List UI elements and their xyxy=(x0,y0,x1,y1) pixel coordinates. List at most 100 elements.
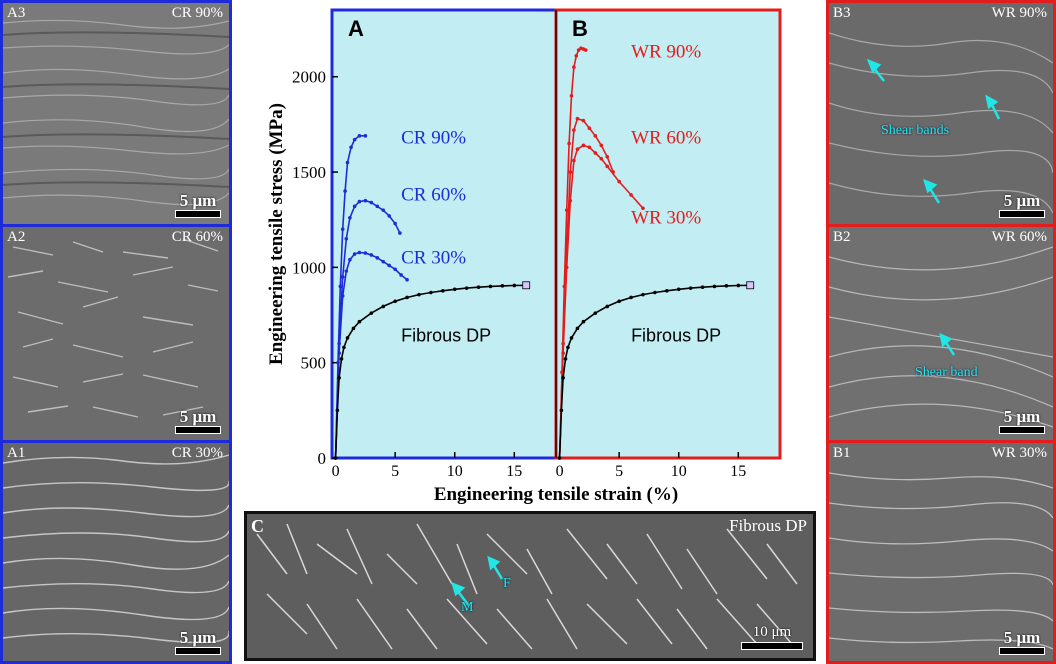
x-tick-label: 15 xyxy=(730,463,746,480)
data-point xyxy=(340,294,345,298)
data-point xyxy=(405,277,409,282)
curve-label: CR 30% xyxy=(401,248,466,269)
subplot-b: 0 5 10 15 B WR 90% WR 60% WR 30% Fibrous DP xyxy=(556,16,755,480)
y-axis-label: Engineering tensile stress (MPa) xyxy=(266,103,287,365)
right-micrograph-column: B3 WR 90% Shear bands 5 μm B2 WR 60% She… xyxy=(826,0,1056,664)
data-point xyxy=(567,141,571,146)
data-point xyxy=(599,143,604,148)
data-point xyxy=(572,158,576,163)
data-point xyxy=(700,285,705,289)
scale-bar-label: 10 μm xyxy=(752,624,792,640)
data-point xyxy=(417,292,421,297)
plot-background-0 xyxy=(332,10,556,458)
data-point xyxy=(712,284,717,289)
scale-bar: 5 μm xyxy=(175,192,221,218)
arrow-icon xyxy=(939,332,956,356)
scale-bar-label: 5 μm xyxy=(1003,628,1041,647)
data-point xyxy=(568,170,573,174)
data-point xyxy=(393,299,397,304)
curve-label: Fibrous DP xyxy=(631,326,721,346)
panel-label: B1 xyxy=(833,445,851,461)
micrograph-texture xyxy=(256,523,798,650)
data-point xyxy=(348,215,352,220)
x-tick-label: 15 xyxy=(506,463,522,480)
data-point xyxy=(339,357,344,361)
data-point xyxy=(381,304,386,309)
data-point xyxy=(398,231,402,235)
series-line-cr-90- xyxy=(334,135,366,459)
data-point xyxy=(629,295,633,300)
scale-bar-line xyxy=(175,210,221,218)
panel-label: A3 xyxy=(7,5,26,21)
y-tick-label: 500 xyxy=(301,354,327,373)
data-point xyxy=(452,287,457,292)
y-tick-label: 2000 xyxy=(292,68,326,87)
scale-bar-label: 5 μm xyxy=(179,407,217,426)
x-tick-label: 5 xyxy=(391,463,399,480)
data-point xyxy=(333,456,338,460)
data-point xyxy=(352,204,357,209)
data-point xyxy=(676,287,681,292)
micrograph-c: C Fibrous DP M F 10 μm xyxy=(244,511,816,661)
data-point xyxy=(369,200,374,205)
y-tick-label: 1500 xyxy=(292,163,326,182)
panel-label: B3 xyxy=(833,5,851,21)
data-point xyxy=(564,265,569,270)
data-point xyxy=(337,376,341,380)
data-point xyxy=(629,193,633,197)
data-point xyxy=(575,326,580,331)
scale-bar: 5 μm xyxy=(999,629,1045,655)
x-tick-label: 10 xyxy=(447,463,463,480)
data-point xyxy=(441,289,445,293)
x-tick-label: 0 xyxy=(332,463,340,480)
series-line-fibrous-dp xyxy=(334,284,527,459)
arrow-icon xyxy=(866,58,1001,204)
data-point xyxy=(352,252,357,256)
fracture-marker xyxy=(522,281,531,290)
micrograph-texture xyxy=(3,454,229,644)
data-point xyxy=(599,156,604,161)
data-point xyxy=(351,326,356,331)
subplot-letter: B xyxy=(572,16,588,41)
data-point xyxy=(476,285,481,289)
data-point xyxy=(345,336,350,340)
data-point xyxy=(357,250,362,255)
micrograph-texture xyxy=(7,238,219,418)
data-point xyxy=(605,164,610,169)
data-point xyxy=(357,134,362,138)
data-point xyxy=(363,198,368,203)
micrograph-texture xyxy=(3,19,229,206)
data-point xyxy=(593,134,598,138)
scale-bar: 10 μm xyxy=(741,624,803,650)
curve-label: CR 60% xyxy=(401,185,466,206)
scale-bar-line xyxy=(999,210,1045,218)
data-point xyxy=(572,128,576,132)
data-point xyxy=(617,179,621,184)
data-point xyxy=(665,289,669,293)
data-point xyxy=(348,257,352,262)
condition-label: WR 30% xyxy=(991,445,1047,461)
scale-bar-line xyxy=(999,647,1045,655)
data-point xyxy=(566,345,570,350)
micrograph-b1: B1 WR 30% 5 μm xyxy=(829,443,1053,661)
data-point xyxy=(345,160,350,165)
condition-label: CR 30% xyxy=(171,445,223,461)
micrograph-b3: B3 WR 90% Shear bands 5 μm xyxy=(829,3,1053,224)
panel-label: C xyxy=(251,516,264,536)
data-point xyxy=(393,267,397,272)
micrograph-texture xyxy=(829,472,1053,650)
data-point xyxy=(587,126,592,130)
data-point xyxy=(641,292,645,297)
data-point xyxy=(338,284,343,289)
data-point xyxy=(352,137,357,142)
panel-label: A1 xyxy=(7,445,26,461)
micrograph-a1: A1 CR 30% 5 μm xyxy=(3,443,229,661)
data-point xyxy=(574,53,579,58)
scale-bar-line xyxy=(741,642,803,650)
data-point xyxy=(557,456,562,460)
data-point xyxy=(375,204,380,209)
scale-bar-label: 5 μm xyxy=(1003,191,1041,210)
scale-bar: 5 μm xyxy=(999,408,1045,434)
data-point xyxy=(641,206,645,211)
data-point xyxy=(568,198,573,203)
